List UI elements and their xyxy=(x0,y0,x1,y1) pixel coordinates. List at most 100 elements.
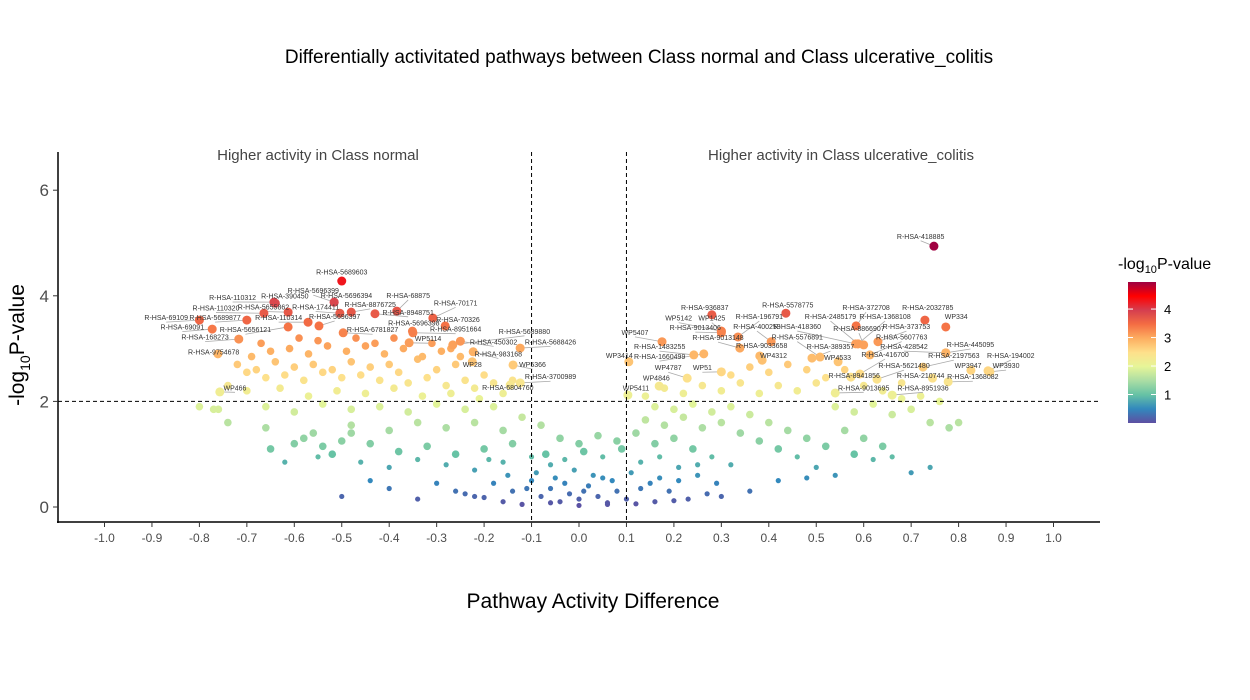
data-point xyxy=(765,368,773,377)
data-point xyxy=(870,456,876,463)
data-point xyxy=(878,442,887,451)
point-label: R-HSA-445095 xyxy=(947,342,995,349)
x-tick-label: -0.6 xyxy=(284,531,305,545)
x-tick-label: 0.4 xyxy=(760,531,777,545)
labeled-point xyxy=(283,322,293,332)
data-point xyxy=(295,334,303,342)
data-point xyxy=(290,408,299,416)
data-point xyxy=(423,442,431,451)
data-point xyxy=(566,491,573,497)
labeled-point xyxy=(346,307,356,317)
data-point xyxy=(595,493,601,500)
data-point xyxy=(461,376,469,385)
data-point xyxy=(538,493,544,500)
data-point xyxy=(371,339,379,348)
data-point xyxy=(547,462,554,468)
point-label: R-HSA-8951936 xyxy=(897,385,948,392)
labeled-point xyxy=(455,336,465,346)
data-point xyxy=(385,426,394,435)
labeled-point xyxy=(766,337,776,347)
labeled-point xyxy=(207,324,217,334)
annotation-right: Higher activity in Class ulcerative_coli… xyxy=(708,147,974,164)
data-point xyxy=(571,467,577,473)
x-tick-label: 0.3 xyxy=(713,531,730,545)
label-connector xyxy=(374,313,409,318)
point-label: WP334 xyxy=(945,314,968,321)
point-label: R-HSA-168273 xyxy=(181,335,229,342)
labeled-point xyxy=(920,315,930,325)
legend-tick-label: 4 xyxy=(1164,302,1171,317)
label-connector xyxy=(859,358,886,375)
x-axis-ticks: -1.0 -0.9 -0.8 -0.7 -0.6 -0.5 -0.4 -0.3 -0.2 -0.1… xyxy=(94,522,1062,545)
data-point xyxy=(585,483,592,489)
y-axis-title-main: -log xyxy=(6,371,29,406)
data-point xyxy=(500,499,506,505)
point-label: WP466 xyxy=(224,385,247,392)
data-point xyxy=(651,439,659,448)
data-point xyxy=(361,389,370,398)
labeled-point xyxy=(215,387,225,397)
data-point xyxy=(628,470,634,476)
point-label: R-HSA-1483255 xyxy=(634,344,685,351)
data-point xyxy=(299,434,308,443)
data-point xyxy=(821,442,830,451)
data-point xyxy=(456,352,465,361)
data-point xyxy=(859,434,868,443)
data-point xyxy=(380,350,389,358)
point-label: R-HSA-110312 xyxy=(209,295,256,302)
data-point xyxy=(850,408,859,416)
data-point xyxy=(562,480,568,486)
data-point xyxy=(328,365,337,374)
data-point xyxy=(361,342,370,350)
data-point xyxy=(314,336,322,345)
data-point xyxy=(594,431,602,440)
data-point xyxy=(262,424,270,432)
threshold-lines xyxy=(58,152,1100,522)
data-point xyxy=(309,429,318,437)
color-legend: -log10P-value 1 2 3 4 xyxy=(1118,256,1211,423)
labeled-point xyxy=(943,377,953,387)
legend-tick-label: 2 xyxy=(1164,359,1171,374)
data-point xyxy=(437,347,446,356)
data-point xyxy=(462,491,468,497)
x-tick-label: -0.5 xyxy=(331,531,352,545)
data-point xyxy=(576,502,582,509)
data-point xyxy=(889,454,895,460)
point-label: R-HSA-390450 xyxy=(261,293,309,300)
data-point xyxy=(413,418,422,427)
plot-area: R-HSA-5689603 R-HSA-5696399 R-HSA-110312 R-… xyxy=(58,152,1100,522)
data-point xyxy=(418,392,427,400)
labeled-point xyxy=(928,373,938,383)
data-point xyxy=(850,450,859,459)
data-point xyxy=(708,408,716,416)
data-point xyxy=(262,373,270,382)
labeled-point xyxy=(234,334,244,344)
point-label: R-HSA-389357 xyxy=(807,344,855,351)
x-tick-label: 0.8 xyxy=(950,531,967,545)
data-point xyxy=(679,389,688,398)
data-point xyxy=(802,434,811,443)
data-point xyxy=(804,475,810,481)
data-point xyxy=(714,480,720,486)
data-point xyxy=(676,478,682,484)
labeled-point xyxy=(815,352,825,362)
data-point xyxy=(451,360,460,369)
point-label: R-HSA-5696394 xyxy=(321,293,372,300)
data-point xyxy=(783,426,792,435)
point-label: R-HSA-936837 xyxy=(681,305,729,312)
label-connector xyxy=(857,320,886,345)
data-point xyxy=(304,350,313,358)
data-point xyxy=(736,429,745,437)
data-point xyxy=(390,334,398,342)
point-label: R-HSA-2032785 xyxy=(902,305,953,312)
x-tick-label: -0.4 xyxy=(379,531,400,545)
data-point xyxy=(451,450,460,459)
data-point xyxy=(347,405,356,414)
data-point xyxy=(385,360,394,369)
data-point xyxy=(821,373,830,382)
data-point xyxy=(718,493,724,500)
labeled-point xyxy=(873,337,883,347)
labeled-point xyxy=(440,321,450,331)
data-point xyxy=(299,376,308,385)
labeled-point xyxy=(338,328,348,338)
